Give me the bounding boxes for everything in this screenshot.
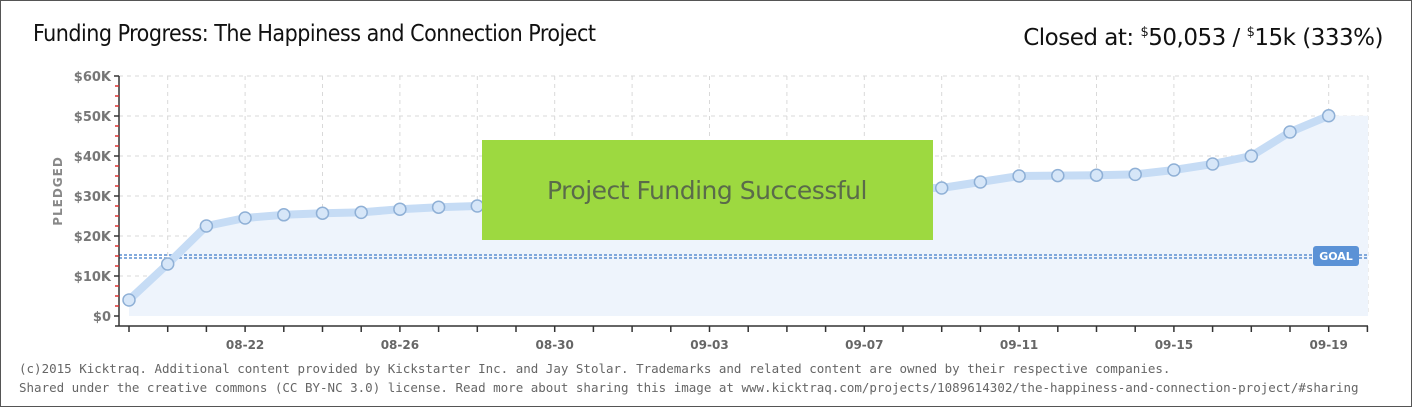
funding-percent: (333%) xyxy=(1302,25,1383,51)
currency-symbol: $ xyxy=(1140,25,1149,40)
data-point xyxy=(1012,169,1026,183)
x-tick-label: 08-30 xyxy=(536,338,574,352)
success-banner-text: Project Funding Successful xyxy=(547,176,867,205)
data-point xyxy=(934,181,949,195)
goal-line-group: GOAL xyxy=(119,246,1368,266)
x-tick-label: 08-22 xyxy=(226,338,264,352)
y-tick-label: $60K xyxy=(74,70,112,85)
y-tick-label: $0 xyxy=(93,310,111,325)
data-point xyxy=(160,257,175,271)
data-point xyxy=(973,175,988,189)
y-axis-label: PLEDGED xyxy=(51,156,65,226)
success-banner: Project Funding Successful xyxy=(482,140,933,240)
y-tick-label: $20K xyxy=(74,230,112,245)
data-point xyxy=(431,200,446,214)
data-point xyxy=(354,205,368,220)
success-banner-box xyxy=(482,140,933,240)
y-tick-label: $50K xyxy=(74,110,112,125)
data-point xyxy=(1321,109,1336,123)
x-tick-label: 09-15 xyxy=(1155,338,1193,352)
y-tick-label: $10K xyxy=(74,270,112,285)
data-point xyxy=(393,202,407,216)
currency-symbol-goal: $ xyxy=(1246,25,1255,40)
data-point xyxy=(315,206,330,220)
x-tick-label: 09-11 xyxy=(1000,338,1038,352)
axes: $0 $10K $20K $30K $40K $50K $60K 08-22 08-26 08-3… xyxy=(74,70,1369,352)
y-tick-label: $30K xyxy=(74,190,112,205)
footer: (c)2015 Kicktraq. Additional content pro… xyxy=(19,359,1359,397)
footer-license: Shared under the creative commons (CC BY… xyxy=(19,380,1359,395)
data-point xyxy=(1051,168,1065,183)
data-point xyxy=(1128,167,1142,182)
data-point xyxy=(277,208,291,222)
goal-badge-label: GOAL xyxy=(1319,250,1353,263)
x-tick-label: 09-07 xyxy=(845,338,883,352)
y-tick-label: $40K xyxy=(74,150,112,165)
data-point xyxy=(1089,168,1104,182)
data-point xyxy=(122,293,136,307)
footer-copyright: (c)2015 Kicktraq. Additional content pro… xyxy=(19,361,1171,376)
goal-amount: 15k xyxy=(1254,25,1296,51)
closed-label: Closed at: xyxy=(1023,25,1134,51)
x-tick-label: 08-26 xyxy=(381,338,419,352)
goal-badge xyxy=(1313,246,1359,266)
data-point xyxy=(1244,149,1259,163)
pledged-amount: 50,053 xyxy=(1148,25,1226,51)
closed-summary: Closed at: $50,053 / $15k (333%) xyxy=(1023,25,1383,51)
chart-title: Funding Progress: The Happiness and Conn… xyxy=(33,21,596,47)
separator: / xyxy=(1232,25,1241,51)
data-point xyxy=(199,219,214,233)
data-point xyxy=(1205,157,1220,171)
x-tick-label: 09-03 xyxy=(690,338,728,352)
data-point xyxy=(470,199,485,213)
data-point xyxy=(1167,163,1181,177)
x-tick-label: 09-19 xyxy=(1310,338,1348,352)
data-point xyxy=(1283,125,1297,139)
data-point xyxy=(238,211,252,225)
